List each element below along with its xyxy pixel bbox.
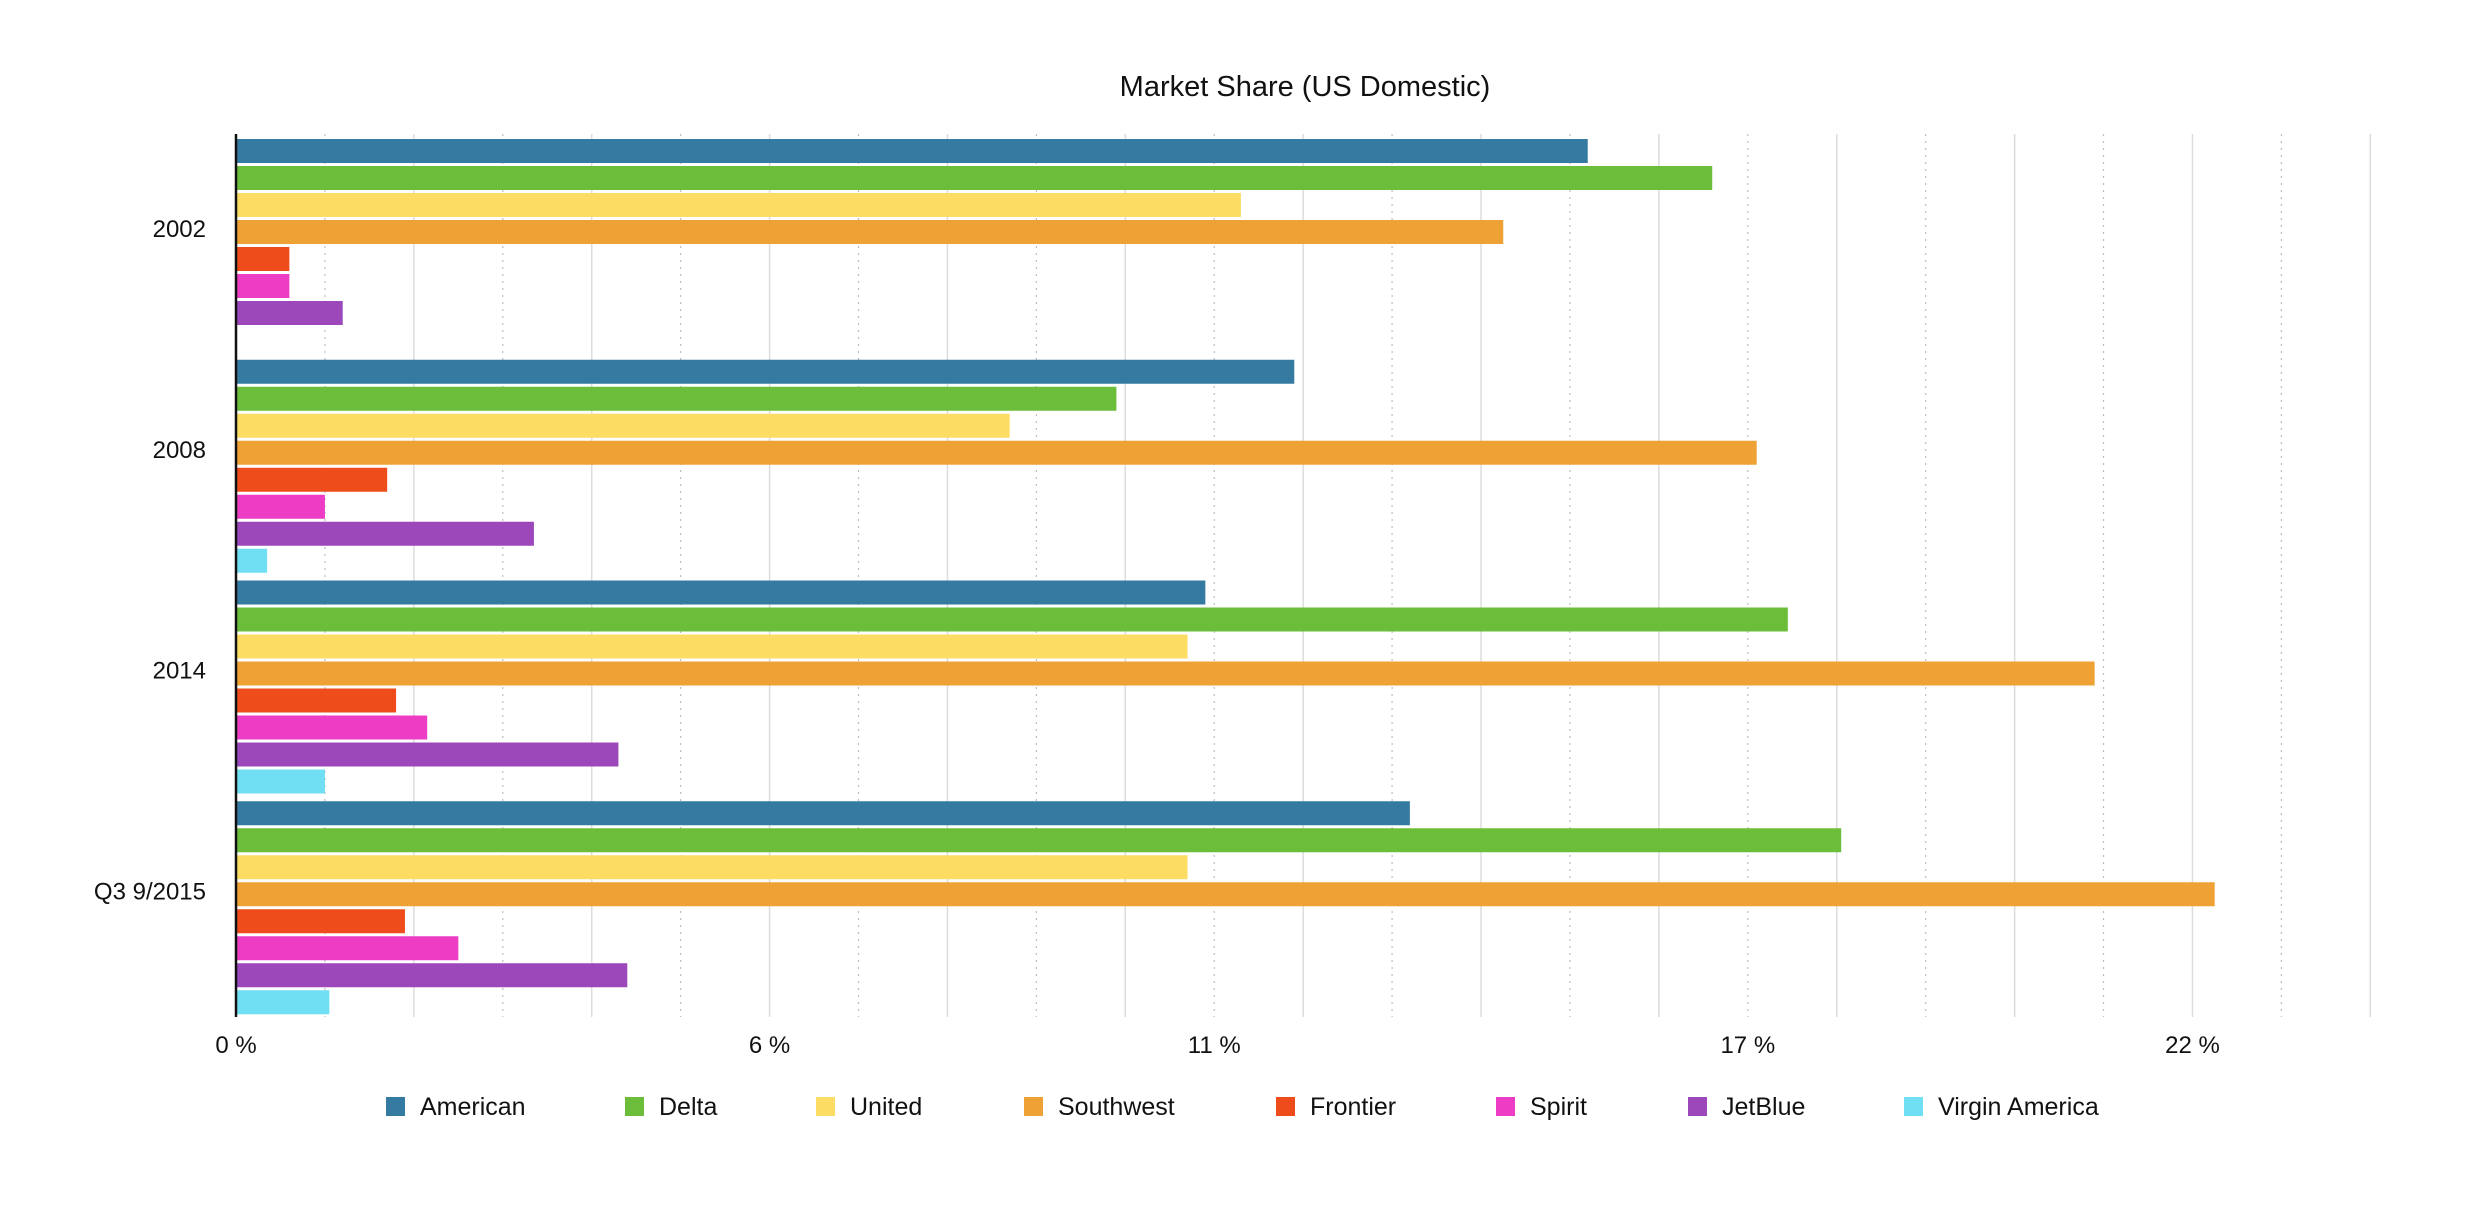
legend-swatch	[1024, 1097, 1043, 1116]
x-tick-label: 11 %	[1188, 1032, 1241, 1059]
bar-american-Q3-9-2015	[236, 801, 1410, 826]
bar-jetblue-2008	[236, 521, 534, 546]
legend-label: Frontier	[1310, 1093, 1396, 1121]
bar-frontier-2002	[236, 247, 290, 271]
bar-spirit-Q3-9-2015	[236, 936, 459, 961]
legend-swatch	[386, 1097, 405, 1116]
bar-spirit-2002	[236, 274, 290, 298]
bar-jetblue-2014	[236, 742, 619, 767]
legend-label: JetBlue	[1722, 1093, 1805, 1121]
grid-lines	[324, 134, 2372, 1017]
x-tick-label: 17 %	[1720, 1032, 1775, 1059]
bar-delta-2014	[236, 607, 1788, 632]
legend-item-american: American	[386, 1093, 526, 1121]
legend-item-jetblue: JetBlue	[1688, 1093, 1805, 1121]
bar-united-Q3-9-2015	[236, 855, 1188, 880]
legend-swatch	[1276, 1097, 1295, 1116]
bar-united-2014	[236, 634, 1188, 659]
legend-item-southwest: Southwest	[1024, 1093, 1175, 1121]
bar-southwest-2002	[236, 220, 1504, 244]
bar-united-2002	[236, 193, 1241, 217]
bar-southwest-Q3-9-2015	[236, 882, 2215, 907]
bar-spirit-2014	[236, 715, 428, 740]
bar-virgin-america-Q3-9-2015	[236, 990, 330, 1015]
legend-label: Virgin America	[1938, 1093, 2099, 1121]
legend-label: Delta	[659, 1093, 717, 1121]
legend-item-united: United	[816, 1093, 922, 1121]
legend-item-frontier: Frontier	[1276, 1093, 1396, 1121]
legend-swatch	[1904, 1097, 1923, 1116]
legend-label: Southwest	[1058, 1093, 1175, 1121]
axes: 2002 2008 2014 Q3 9/2015 0 % 6 % 11 % 17 % 22 %	[94, 134, 2220, 1059]
legend-swatch	[1688, 1097, 1707, 1116]
bars	[236, 139, 2215, 1015]
bar-spirit-2008	[236, 494, 325, 519]
x-tick-label: 0 %	[215, 1032, 256, 1059]
bar-american-2014	[236, 580, 1206, 605]
bar-frontier-2008	[236, 467, 388, 492]
bar-jetblue-2002	[236, 301, 343, 325]
legend: American Delta United Southwest Frontier Spir…	[386, 1093, 2099, 1121]
bar-american-2008	[236, 359, 1295, 384]
bar-southwest-2008	[236, 440, 1757, 465]
legend-label: American	[420, 1093, 526, 1121]
bar-american-2002	[236, 139, 1588, 163]
chart-title: Market Share (US Domestic)	[1120, 71, 1491, 103]
bar-virgin-america-2008	[236, 548, 268, 573]
legend-item-delta: Delta	[625, 1093, 717, 1121]
bar-frontier-Q3-9-2015	[236, 909, 405, 934]
y-tick-label: Q3 9/2015	[94, 878, 206, 905]
legend-label: United	[850, 1093, 922, 1121]
legend-item-virgin-america: Virgin America	[1904, 1093, 2099, 1121]
x-tick-label: 6 %	[749, 1032, 790, 1059]
bar-delta-2002	[236, 166, 1713, 190]
bar-virgin-america-2014	[236, 769, 325, 794]
legend-swatch	[625, 1097, 644, 1116]
y-tick-label: 2002	[153, 216, 206, 243]
bar-frontier-2014	[236, 688, 397, 713]
y-tick-label: 2014	[153, 658, 206, 685]
bar-united-2008	[236, 413, 1010, 438]
legend-label: Spirit	[1530, 1093, 1587, 1121]
bar-delta-2008	[236, 386, 1117, 411]
legend-swatch	[1496, 1097, 1515, 1116]
bar-delta-Q3-9-2015	[236, 828, 1842, 853]
y-tick-label: 2008	[153, 437, 206, 464]
bar-southwest-2014	[236, 661, 2095, 686]
x-tick-label: 22 %	[2165, 1032, 2220, 1059]
bar-jetblue-Q3-9-2015	[236, 963, 628, 988]
legend-item-spirit: Spirit	[1496, 1093, 1587, 1121]
legend-swatch	[816, 1097, 835, 1116]
